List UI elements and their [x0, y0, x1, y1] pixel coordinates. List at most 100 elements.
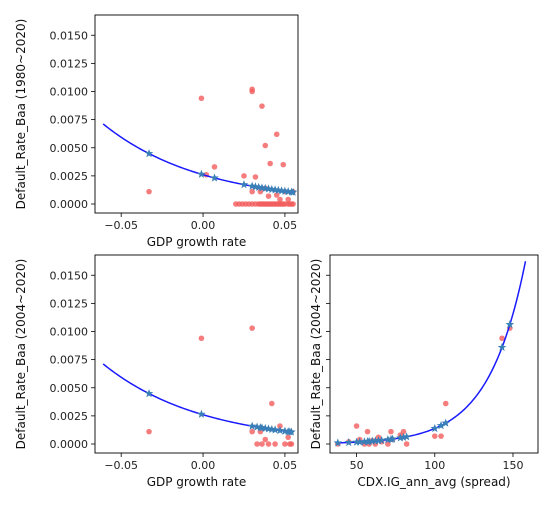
observed-point — [267, 160, 273, 167]
fitted-marker — [197, 409, 206, 418]
x-tick-label: 0.00 — [191, 459, 216, 472]
fitted-marker — [377, 435, 386, 444]
observed-point — [249, 428, 255, 435]
observed-point — [364, 428, 371, 435]
plot-frame — [94, 254, 299, 454]
observed-point — [438, 433, 444, 439]
fitted-marker — [239, 180, 249, 189]
panel-2: −0.05 0.00 0.05 0.0000 0.0025 0.0050 0.0075 0.0… — [14, 254, 299, 489]
fitted-marker — [441, 418, 451, 427]
fitted-marker — [430, 423, 440, 433]
fitted-marker — [396, 433, 405, 442]
observed-point — [403, 441, 410, 447]
y-tick-label: 0.0100 — [50, 86, 89, 99]
fit-curve — [102, 363, 294, 433]
observed-point — [262, 142, 269, 149]
observed-point — [146, 428, 152, 435]
plot-frame — [329, 254, 539, 454]
observed-point — [431, 433, 438, 439]
observed-point — [285, 196, 291, 203]
fitted-marker — [505, 320, 515, 329]
fitted-marker — [288, 187, 298, 196]
fitted-marker — [144, 389, 154, 398]
y-axis-label: Default_Rate_Baa (2004~2020) — [14, 259, 28, 450]
x-axis-label: GDP growth rate — [147, 475, 247, 489]
plot-frame — [94, 14, 299, 214]
observed-point — [282, 441, 288, 447]
fitted-marker — [144, 149, 154, 158]
observed-point — [198, 335, 205, 342]
y-tick-label: 0.0075 — [50, 354, 89, 367]
fitted-marker — [352, 437, 361, 446]
y-tick-label: 0.0150 — [50, 269, 89, 282]
observed-point — [273, 192, 280, 198]
y-tick-label: 0.0125 — [50, 297, 89, 310]
observed-point — [273, 131, 280, 138]
fitted-marker — [402, 432, 411, 441]
observed-point — [249, 88, 255, 95]
observed-point — [249, 188, 255, 195]
fitted-marker — [287, 427, 296, 436]
fitted-marker — [247, 421, 257, 430]
y-tick-label: 0.0000 — [50, 438, 89, 451]
fit-curve — [102, 123, 294, 193]
fitted-marker — [371, 436, 380, 445]
fitted-marker — [367, 436, 377, 445]
observed-point — [259, 441, 265, 447]
observed-point — [249, 325, 255, 331]
observed-point — [290, 201, 296, 207]
y-tick-label: 0.0150 — [50, 29, 89, 42]
y-tick-label: 0.0025 — [50, 170, 89, 183]
fitted-marker — [333, 438, 343, 447]
x-tick-label: 50 — [350, 459, 364, 472]
y-tick-label: 0.0125 — [50, 57, 89, 70]
fitted-marker — [210, 173, 219, 182]
fitted-marker — [374, 436, 383, 445]
y-tick-label: 0.0050 — [50, 142, 89, 155]
fitted-marker — [383, 435, 393, 444]
panel-3: 50 100 150 CDX.IG_ann_avg (spread) Default_R… — [309, 254, 539, 489]
fitted-marker — [275, 426, 285, 435]
observed-point — [241, 173, 247, 179]
x-tick-label: 100 — [424, 459, 445, 472]
y-tick-label: 0.0075 — [50, 114, 89, 127]
fitted-marker — [197, 169, 206, 178]
x-tick-label: 150 — [502, 459, 523, 472]
fitted-marker — [344, 438, 354, 447]
x-tick-label: 0.05 — [273, 459, 298, 472]
observed-point — [257, 188, 264, 195]
observed-point — [442, 400, 449, 407]
observed-point — [146, 188, 152, 195]
observed-point — [285, 434, 291, 441]
y-tick-label: 0.0025 — [50, 410, 89, 423]
observed-point — [499, 335, 505, 342]
observed-point — [254, 441, 260, 447]
x-axis-label: GDP growth rate — [147, 235, 247, 249]
observed-point — [280, 161, 287, 168]
observed-point — [353, 423, 360, 429]
observed-point — [288, 441, 295, 447]
observed-point — [400, 428, 407, 435]
observed-point — [211, 164, 218, 170]
x-tick-label: −0.05 — [104, 459, 138, 472]
fitted-marker — [436, 421, 446, 430]
observed-point — [269, 400, 275, 407]
fitted-marker — [360, 437, 369, 446]
observed-point — [252, 174, 259, 180]
x-axis-label: CDX.IG_ann_avg (spread) — [357, 475, 510, 489]
observed-point — [265, 441, 272, 447]
x-tick-label: 0.05 — [273, 219, 298, 232]
fitted-marker — [399, 432, 408, 441]
observed-point — [265, 193, 272, 199]
fit-curve — [337, 261, 527, 444]
fitted-marker — [355, 437, 364, 446]
observed-point — [385, 441, 391, 447]
y-tick-label: 0.0050 — [50, 382, 89, 395]
y-tick-label: 0.0100 — [50, 326, 89, 339]
observed-point — [277, 423, 283, 429]
x-tick-label: 0.00 — [191, 219, 216, 232]
y-tick-label: 0.0000 — [50, 198, 89, 211]
observed-point — [198, 95, 205, 102]
fitted-marker — [388, 434, 397, 443]
